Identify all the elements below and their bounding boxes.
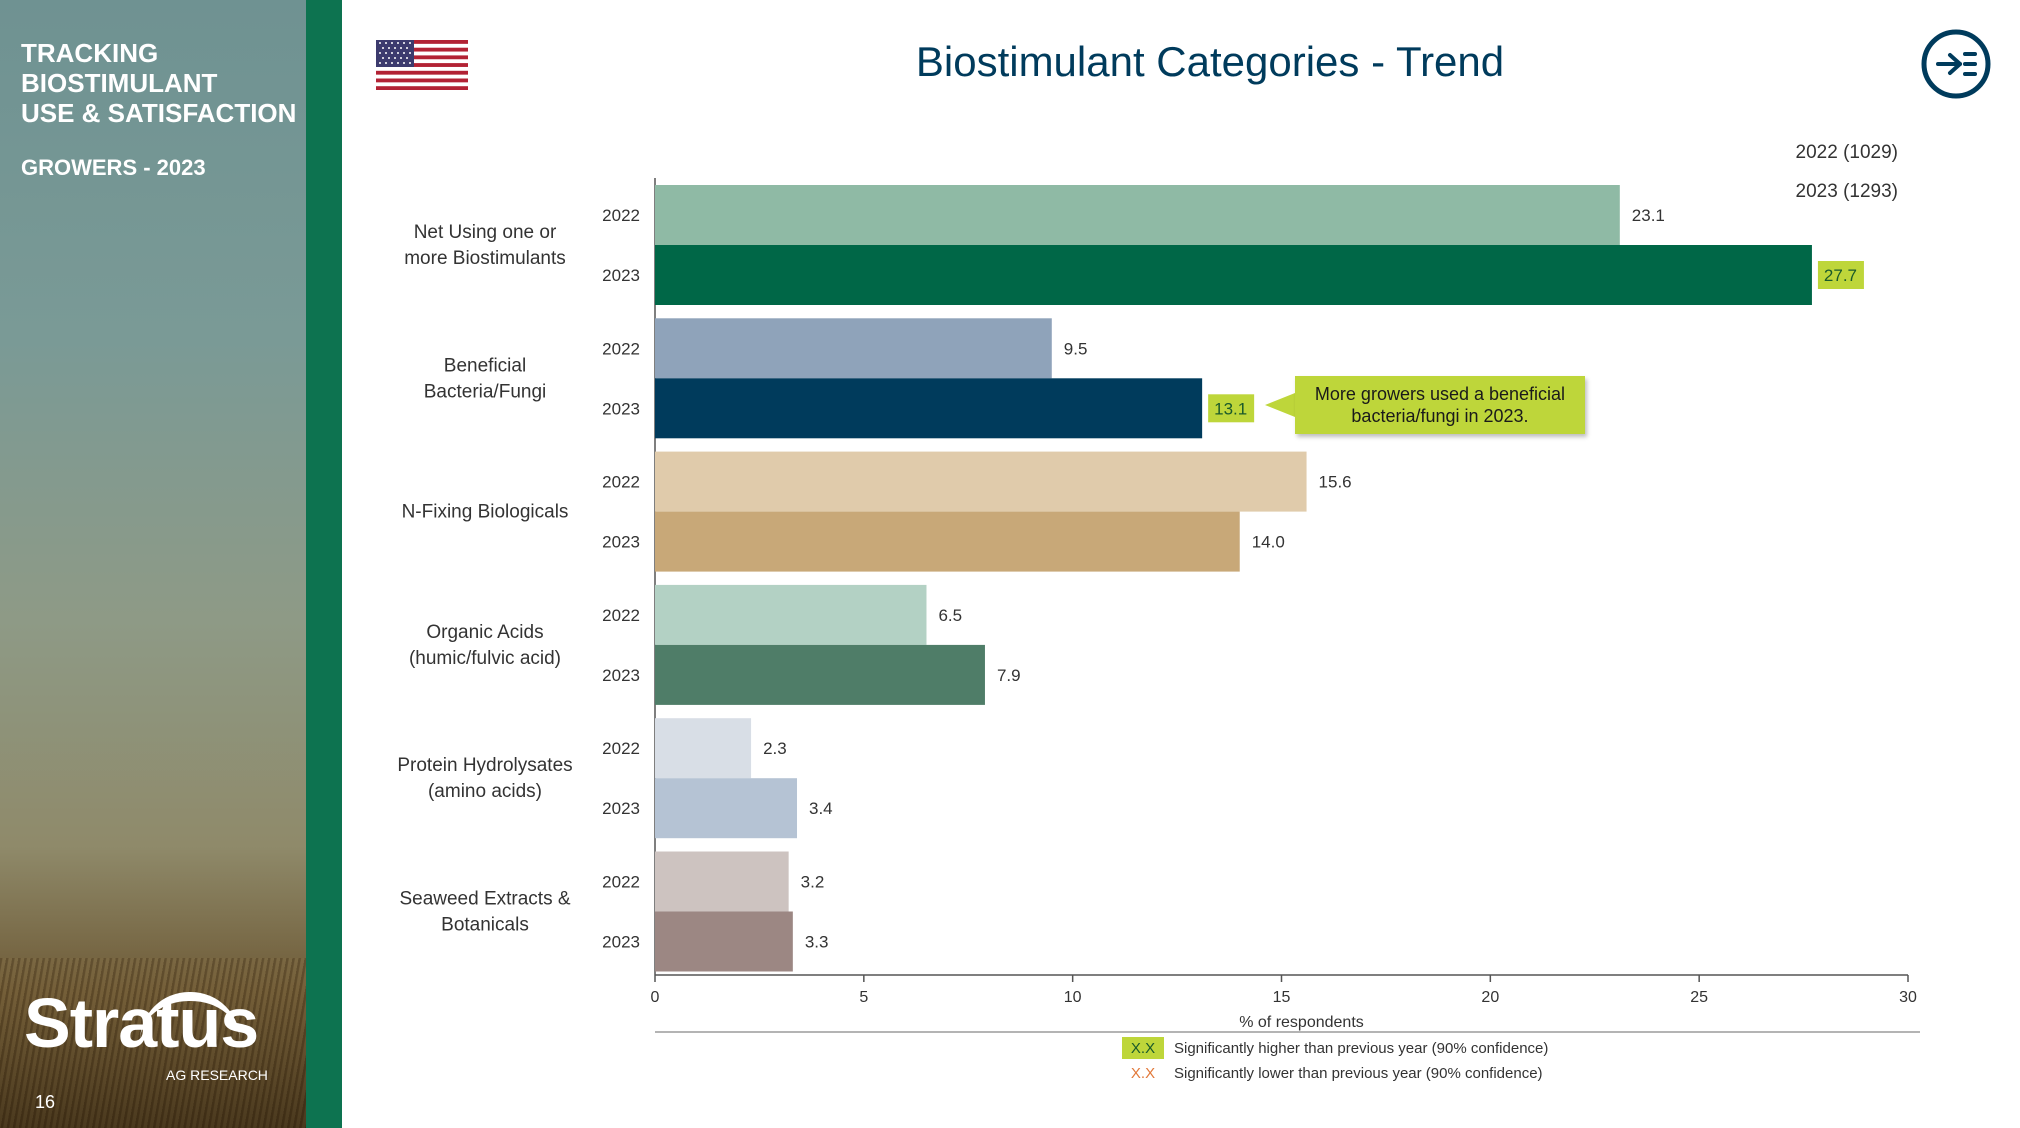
bar xyxy=(655,851,789,912)
bar-series-label: 2023 xyxy=(602,933,640,952)
x-tick-label: 0 xyxy=(651,989,660,1006)
callout-pointer xyxy=(1265,393,1295,417)
report-title: TRACKING BIOSTIMULANT USE & SATISFACTION xyxy=(21,38,297,128)
accent-bar xyxy=(306,0,342,1128)
bar-series-label: 2023 xyxy=(602,799,640,818)
x-axis-title: % of respondents xyxy=(1239,1014,1364,1031)
legend-entry: 2022 (1029) xyxy=(1796,142,1898,163)
legend-entry: 2023 (1293) xyxy=(1796,181,1898,202)
bar-series-label: 2023 xyxy=(602,533,640,552)
data-label: 7.9 xyxy=(997,666,1021,685)
bar-series-label: 2022 xyxy=(602,606,640,625)
field-background xyxy=(0,958,306,1128)
data-label: 3.3 xyxy=(805,933,829,952)
bar xyxy=(655,245,1812,305)
significance-highlight xyxy=(1817,261,1864,289)
bar-series-label: 2023 xyxy=(602,266,640,285)
significance-legend: X.X Significantly higher than previous y… xyxy=(1122,1036,1548,1086)
sig-higher-text: Significantly higher than previous year … xyxy=(1174,1039,1549,1057)
x-tick-label: 30 xyxy=(1899,989,1917,1006)
bar xyxy=(655,318,1052,379)
sig-legend-lower: X.X Significantly lower than previous ye… xyxy=(1122,1061,1548,1085)
sig-legend-higher: X.X Significantly higher than previous y… xyxy=(1122,1036,1548,1060)
x-tick-label: 15 xyxy=(1273,989,1291,1006)
report-subtitle: GROWERS - 2023 xyxy=(21,155,206,180)
data-label: 27.7 xyxy=(1824,266,1857,285)
callout-box: More growers used a beneficial bacteria/… xyxy=(1295,376,1585,434)
data-label: 2.3 xyxy=(763,739,787,758)
sig-higher-marker: X.X xyxy=(1122,1037,1164,1059)
bar xyxy=(655,718,752,779)
category-label: Botanicals xyxy=(441,915,529,936)
bar xyxy=(655,778,798,839)
logo: Stratus xyxy=(24,984,259,1062)
category-label: Protein Hydrolysates xyxy=(397,755,572,776)
next-section-icon[interactable] xyxy=(1920,28,1992,100)
bar-series-label: 2022 xyxy=(602,473,640,492)
x-tick-label: 20 xyxy=(1481,989,1499,1006)
bar xyxy=(655,644,985,705)
bar-series-label: 2022 xyxy=(602,206,640,225)
category-label: (amino acids) xyxy=(428,781,542,802)
data-label: 14.0 xyxy=(1252,533,1285,552)
bar xyxy=(655,511,1240,572)
bar xyxy=(655,185,1620,245)
category-label: Seaweed Extracts & xyxy=(399,889,570,910)
bar-series-label: 2022 xyxy=(602,739,640,758)
category-label: Beneficial xyxy=(444,355,526,376)
data-label: 6.5 xyxy=(938,606,962,625)
logo-arc-icon xyxy=(140,992,240,1041)
category-label: Bacteria/Fungi xyxy=(424,381,547,402)
bar-series-label: 2022 xyxy=(602,339,640,358)
bar xyxy=(655,911,793,972)
bar xyxy=(655,451,1307,512)
data-label: 13.1 xyxy=(1214,399,1247,418)
category-label: Organic Acids xyxy=(426,622,543,643)
significance-highlight xyxy=(1208,394,1255,423)
bar-series-label: 2023 xyxy=(602,666,640,685)
data-label: 3.4 xyxy=(809,799,833,818)
sig-lower-marker: X.X xyxy=(1130,1064,1156,1082)
bar xyxy=(655,378,1203,439)
bar-series-label: 2022 xyxy=(602,873,640,892)
data-label: 15.6 xyxy=(1319,473,1352,492)
sig-lower-text: Significantly lower than previous year (… xyxy=(1174,1064,1543,1082)
x-tick-label: 10 xyxy=(1064,989,1082,1006)
category-label: N-Fixing Biologicals xyxy=(402,502,569,523)
x-tick-label: 25 xyxy=(1690,989,1708,1006)
page-number: 16 xyxy=(35,1092,56,1112)
logo-subtitle: AG RESEARCH xyxy=(166,1067,268,1083)
data-label: 3.2 xyxy=(801,873,825,892)
x-tick-label: 5 xyxy=(859,989,868,1006)
category-label: Net Using one or xyxy=(414,222,557,243)
category-label: (humic/fulvic acid) xyxy=(409,648,561,669)
page-title: Biostimulant Categories - Trend xyxy=(915,38,1505,85)
bar xyxy=(655,584,927,645)
bar-series-label: 2023 xyxy=(602,399,640,418)
data-label: 9.5 xyxy=(1064,339,1088,358)
category-label: more Biostimulants xyxy=(404,248,566,269)
data-label: 23.1 xyxy=(1632,206,1665,225)
sidebar: TRACKING BIOSTIMULANT USE & SATISFACTION… xyxy=(0,0,306,1128)
us-flag-icon xyxy=(376,40,468,90)
